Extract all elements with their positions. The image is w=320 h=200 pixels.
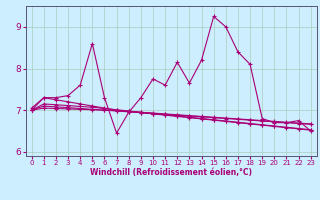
X-axis label: Windchill (Refroidissement éolien,°C): Windchill (Refroidissement éolien,°C)	[90, 168, 252, 177]
